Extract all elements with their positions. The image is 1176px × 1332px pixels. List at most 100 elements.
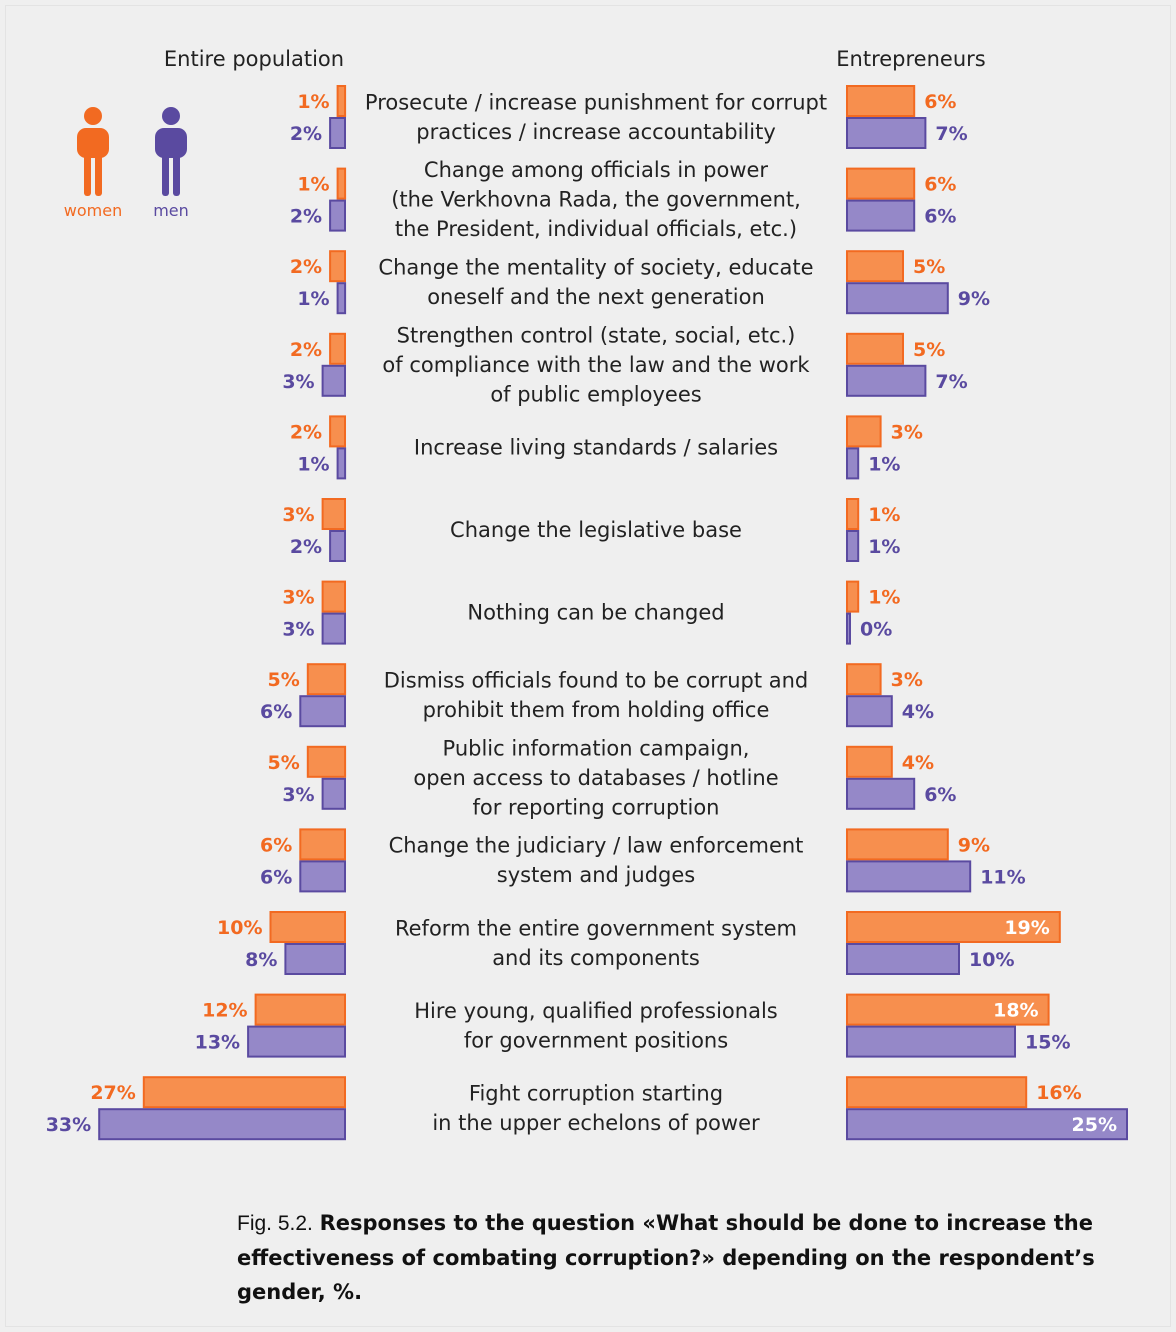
- bar-right-women-4: [846, 415, 882, 448]
- value-label-right-women-10: 19%: [1004, 917, 1049, 939]
- value-label-right-women-6: 1%: [868, 587, 900, 609]
- bar-left-men-12: [98, 1108, 346, 1141]
- value-label-left-women-2: 2%: [290, 256, 322, 278]
- bar-left-men-10: [284, 943, 346, 975]
- bar-left-men-3: [321, 364, 347, 397]
- category-label-2-line-1: oneself and the next generation: [427, 285, 765, 309]
- bar-right-men-11: [846, 1025, 1016, 1058]
- bar-left-men-8: [321, 777, 347, 810]
- bar-left-women-3: [329, 332, 347, 365]
- panel-title-entrepreneurs: Entrepreneurs: [836, 47, 985, 71]
- value-label-right-men-3: 7%: [935, 371, 967, 393]
- value-label-left-men-3: 3%: [282, 371, 314, 393]
- category-label-3-line-1: of compliance with the law and the work: [382, 353, 810, 377]
- category-label-8-line-0: Public information campaign,: [443, 736, 750, 760]
- value-label-right-women-8: 4%: [902, 752, 934, 774]
- bar-right-men-3: [846, 364, 927, 397]
- value-label-left-women-3: 2%: [290, 339, 322, 361]
- bar-right-women-5: [846, 498, 860, 530]
- category-label-8-line-2: for reporting corruption: [473, 795, 720, 819]
- bar-right-men-12: [846, 1108, 1128, 1141]
- value-label-left-men-11: 13%: [195, 1032, 240, 1054]
- value-label-left-men-12: 33%: [46, 1114, 91, 1136]
- value-label-left-men-0: 2%: [290, 123, 322, 145]
- value-label-right-men-9: 11%: [980, 866, 1025, 888]
- bar-right-men-7: [846, 695, 893, 728]
- bar-right-men-6: [846, 612, 851, 645]
- value-label-left-men-6: 3%: [282, 619, 314, 641]
- value-label-left-men-10: 8%: [245, 949, 277, 971]
- value-label-left-men-9: 6%: [260, 866, 292, 888]
- bar-right-men-5: [846, 530, 860, 562]
- value-label-left-men-7: 6%: [260, 701, 292, 723]
- value-label-right-women-1: 6%: [924, 174, 956, 196]
- value-label-right-men-4: 1%: [868, 453, 900, 475]
- bar-right-women-10: [846, 911, 1061, 943]
- value-label-left-women-10: 10%: [217, 917, 262, 939]
- value-label-left-women-0: 1%: [297, 91, 329, 113]
- bar-right-men-8: [846, 777, 916, 810]
- bar-right-women-3: [846, 332, 904, 365]
- category-label-11-line-1: for government positions: [464, 1028, 728, 1052]
- value-label-left-women-9: 6%: [260, 834, 292, 856]
- category-label-9-line-0: Change the judiciary / law enforcement: [389, 834, 804, 858]
- bar-right-men-10: [846, 943, 960, 975]
- value-label-left-men-1: 2%: [290, 206, 322, 228]
- bar-left-men-9: [299, 860, 346, 893]
- value-label-right-men-10: 10%: [969, 949, 1014, 971]
- value-label-right-women-5: 1%: [868, 504, 900, 526]
- value-label-left-women-8: 5%: [268, 752, 300, 774]
- category-label-6-line-0: Nothing can be changed: [467, 601, 724, 625]
- category-label-5-line-0: Change the legislative base: [450, 518, 742, 542]
- bar-left-men-2: [336, 282, 347, 315]
- bar-right-women-2: [846, 250, 904, 283]
- value-label-left-women-6: 3%: [282, 587, 314, 609]
- panel-title-entire: Entire population: [164, 47, 344, 71]
- category-label-1-line-0: Change among officials in power: [424, 158, 769, 182]
- bar-left-women-11: [254, 993, 347, 1026]
- bar-left-women-9: [299, 828, 346, 861]
- caption-title: Responses to the question «What should b…: [237, 1211, 1095, 1304]
- category-label-2-line-0: Change the mentality of society, educate: [378, 255, 813, 279]
- bar-left-women-0: [336, 85, 347, 117]
- value-label-right-men-7: 4%: [902, 701, 934, 723]
- category-label-10-line-0: Reform the entire government system: [395, 916, 797, 940]
- value-label-left-men-5: 2%: [290, 536, 322, 558]
- value-label-right-women-12: 16%: [1036, 1082, 1081, 1104]
- bar-right-men-0: [846, 117, 927, 149]
- category-label-7-line-1: prohibit them from holding office: [423, 698, 770, 722]
- value-label-right-women-4: 3%: [891, 421, 923, 443]
- value-label-right-men-8: 6%: [924, 784, 956, 806]
- category-label-11-line-0: Hire young, qualified professionals: [414, 999, 777, 1023]
- category-label-12-line-0: Fight corruption starting: [469, 1081, 723, 1105]
- bars-layer: 1% 2% 6% 7% Prosecute / increase punishment …: [46, 85, 1128, 1141]
- category-label-1-line-1: (the Verkhovna Rada, the government,: [391, 188, 801, 212]
- bar-left-men-7: [299, 695, 346, 728]
- bar-left-women-8: [306, 745, 347, 778]
- bar-right-women-8: [846, 745, 893, 778]
- value-label-left-men-4: 1%: [297, 453, 329, 475]
- bar-left-men-11: [247, 1025, 347, 1058]
- woman-figure-icon: [77, 107, 109, 196]
- category-label-3-line-2: of public employees: [490, 382, 701, 406]
- bar-right-women-6: [846, 580, 860, 613]
- value-label-left-women-12: 27%: [90, 1082, 135, 1104]
- bar-right-women-11: [846, 993, 1050, 1026]
- value-label-right-men-12: 25%: [1072, 1114, 1117, 1136]
- bar-right-women-7: [846, 663, 882, 696]
- value-label-right-men-2: 9%: [958, 288, 990, 310]
- legend-women-label: women: [64, 201, 122, 220]
- bar-left-women-5: [321, 498, 347, 530]
- bar-left-men-6: [321, 612, 347, 645]
- category-label-7-line-0: Dismiss officials found to be corrupt an…: [384, 668, 809, 692]
- bar-left-women-12: [142, 1076, 346, 1109]
- category-label-0-line-1: practices / increase accountability: [416, 120, 776, 144]
- bar-right-men-1: [846, 199, 916, 232]
- category-label-3-line-0: Strengthen control (state, social, etc.): [397, 323, 796, 347]
- value-label-left-women-1: 1%: [297, 174, 329, 196]
- value-label-left-women-4: 2%: [290, 421, 322, 443]
- bar-left-women-1: [336, 167, 347, 200]
- value-label-right-women-2: 5%: [913, 256, 945, 278]
- value-label-right-women-11: 18%: [993, 1000, 1038, 1022]
- value-label-right-women-7: 3%: [891, 669, 923, 691]
